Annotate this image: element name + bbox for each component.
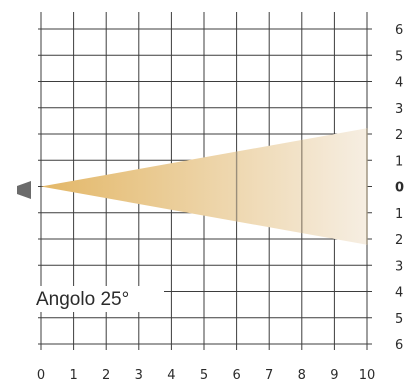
x-axis-tick-labels: 0 1 2 3 4 5 6 7 8 9 10 <box>37 368 375 383</box>
x-tick-label: 1 <box>69 368 77 383</box>
x-tick-label: 9 <box>330 368 338 383</box>
x-tick-label: 0 <box>37 368 45 383</box>
y-tick-label: 2 <box>395 233 403 248</box>
x-tick-label: 4 <box>167 368 175 383</box>
y-tick-label: 3 <box>395 102 403 117</box>
y-tick-label: 3 <box>395 259 403 274</box>
x-tick-label: 10 <box>359 368 376 383</box>
x-tick-label: 7 <box>265 368 273 383</box>
x-tick-label: 3 <box>135 368 143 383</box>
x-tick-label: 6 <box>232 368 240 383</box>
caption-background <box>36 286 164 312</box>
x-tick-label: 8 <box>298 368 306 383</box>
y-tick-label: 4 <box>395 286 403 301</box>
y-tick-label: 1 <box>395 207 403 222</box>
y-tick-label: 2 <box>395 128 403 143</box>
y-tick-label: 6 <box>395 338 403 353</box>
y-tick-label: 6 <box>395 23 403 38</box>
y-tick-label: 5 <box>395 49 403 64</box>
y-tick-label-zero: 0 <box>395 181 404 196</box>
beam-angle-caption: Angolo 25° <box>36 289 129 310</box>
x-tick-label: 5 <box>200 368 208 383</box>
light-source-icon <box>17 181 31 199</box>
x-tick-label: 2 <box>102 368 110 383</box>
y-tick-label: 5 <box>395 312 403 327</box>
beam-distance-dividers <box>235 128 368 245</box>
y-tick-label: 4 <box>395 76 403 91</box>
y-axis-tick-labels: 6 5 4 3 2 1 0 1 2 3 4 5 6 <box>395 23 404 353</box>
y-tick-label: 1 <box>395 154 403 169</box>
light-beam-cone <box>41 128 367 245</box>
